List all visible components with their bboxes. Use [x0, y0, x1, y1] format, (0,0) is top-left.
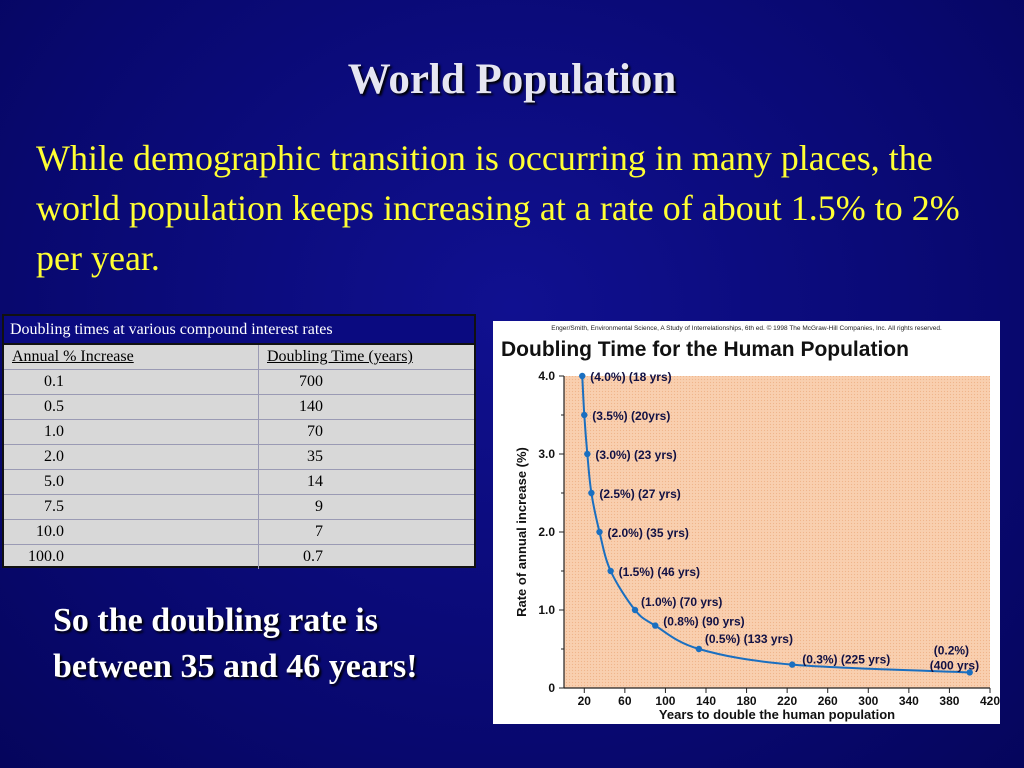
x-tick-label: 300	[858, 694, 878, 708]
table-row: 5.0 14	[4, 470, 474, 495]
data-point	[652, 622, 659, 629]
x-tick-label: 20	[578, 694, 592, 708]
doubling-time-chart: Enger/Smith, Environmental Science, A St…	[493, 321, 1000, 724]
data-label: (400 yrs)	[930, 658, 979, 672]
data-label: (0.8%) (90 yrs)	[663, 615, 744, 629]
y-tick-label: 4.0	[538, 369, 555, 383]
doubling-cell: 140	[299, 398, 323, 415]
data-label: (3.5%) (20yrs)	[592, 409, 670, 423]
table-row: 10.0 7	[4, 520, 474, 545]
column-header-annual-increase: Annual % Increase	[12, 348, 134, 365]
series-line	[581, 375, 970, 674]
data-point	[966, 669, 973, 676]
data-label: (2.5%) (27 yrs)	[599, 487, 680, 501]
data-point	[631, 606, 639, 614]
rate-cell: 1.0	[44, 423, 64, 440]
x-tick-label: 420	[980, 694, 1000, 708]
data-label: (0.3%) (225 yrs)	[802, 653, 890, 667]
data-point	[588, 489, 595, 497]
doubling-cell: 7	[315, 523, 323, 540]
x-tick-label: 380	[939, 694, 959, 708]
y-tick-label: 2.0	[538, 525, 555, 539]
data-point	[695, 645, 703, 653]
doubling-cell: 14	[307, 473, 323, 490]
slide-title: World Population	[347, 56, 677, 103]
y-tick-label: 3.0	[538, 447, 555, 461]
data-label: (2.0%) (35 yrs)	[608, 526, 689, 540]
rate-cell: 7.5	[44, 498, 64, 515]
x-tick-label: 140	[696, 694, 716, 708]
data-point	[607, 567, 614, 575]
data-label: (4.0%) (18 yrs)	[590, 370, 671, 384]
column-header-doubling-time: Doubling Time (years)	[267, 348, 413, 365]
x-tick-label: 100	[655, 694, 675, 708]
data-label: (0.2%)	[934, 643, 969, 657]
x-axis-label: Years to double the human population	[659, 707, 895, 722]
doubling-cell: 0.7	[303, 548, 323, 565]
x-tick-label: 260	[818, 694, 838, 708]
x-tick-label: 220	[777, 694, 797, 708]
x-tick-label: 60	[618, 694, 632, 708]
table-row: 100.0 0.7	[4, 545, 474, 569]
table-caption: Doubling times at various compound inter…	[4, 316, 474, 345]
y-tick-label: 1.0	[538, 603, 555, 617]
rate-cell: 2.0	[44, 448, 64, 465]
y-tick-label: 0	[548, 681, 555, 695]
doubling-cell: 70	[307, 423, 323, 440]
doubling-cell: 9	[315, 498, 323, 515]
y-axis-label: Rate of annual increase (%)	[514, 447, 529, 617]
intro-text: While demographic transition is occurrin…	[36, 138, 960, 278]
doubling-cell: 700	[299, 373, 323, 390]
plot-background	[564, 376, 990, 688]
chart-title: Doubling Time for the Human Population	[501, 338, 909, 361]
data-point	[584, 450, 591, 458]
rate-cell: 5.0	[44, 473, 64, 490]
x-tick-label: 180	[737, 694, 757, 708]
data-label: (1.5%) (46 yrs)	[619, 565, 700, 579]
chart-credit: Enger/Smith, Environmental Science, A St…	[551, 325, 942, 332]
conclusion-text: So the doubling rate is between 35 and 4…	[53, 602, 418, 685]
doubling-times-table: Doubling times at various compound inter…	[2, 314, 476, 569]
rate-cell: 0.1	[44, 373, 64, 390]
data-point	[579, 372, 586, 380]
data-point	[596, 528, 603, 536]
table-row: 1.0 70	[4, 420, 474, 445]
table-row: 0.5 140	[4, 395, 474, 420]
chart-plot: 20 60 100 140 180 220 260 300 340 380 420 0 1.0 2.0 3.…	[514, 369, 1000, 722]
rate-cell: 0.5	[44, 398, 64, 415]
x-tick-label: 340	[899, 694, 919, 708]
data-label: (3.0%) (23 yrs)	[595, 448, 676, 462]
data-point	[789, 661, 796, 668]
table-row: 7.5 9	[4, 495, 474, 520]
data-label: (1.0%) (70 yrs)	[641, 595, 722, 609]
data-point	[581, 411, 588, 419]
rate-cell: 10.0	[36, 523, 64, 540]
rate-cell: 100.0	[28, 548, 64, 565]
doubling-cell: 35	[307, 448, 323, 465]
table-header-row: Annual % Increase Doubling Time (years)	[4, 345, 474, 370]
table-row: 0.1 700	[4, 370, 474, 395]
table-row: 2.0 35	[4, 445, 474, 470]
data-label: (0.5%) (133 yrs)	[705, 632, 793, 646]
